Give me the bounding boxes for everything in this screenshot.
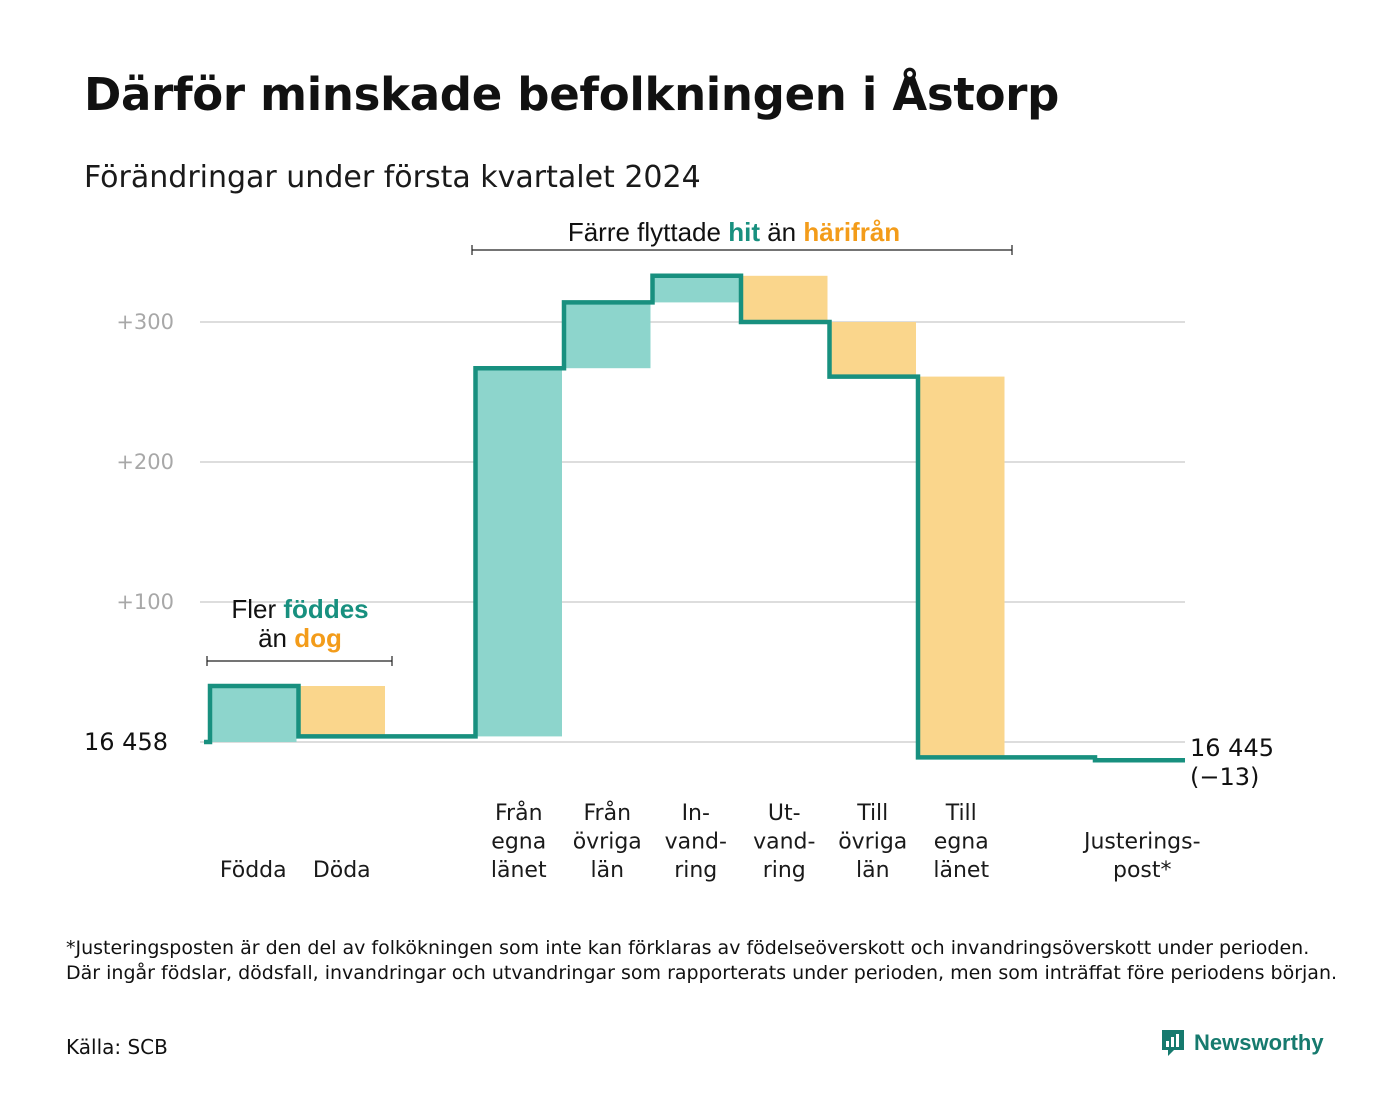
births-bracket xyxy=(206,656,393,666)
migration-annot-part1: Färre flyttade xyxy=(568,217,721,247)
footnote: *Justeringsposten är den del av folkökni… xyxy=(66,937,1338,984)
births-annot-part2: föddes xyxy=(283,594,368,624)
line-layer xyxy=(204,273,1185,763)
migration-bracket xyxy=(471,245,1013,255)
category-label: Döda xyxy=(313,858,371,883)
y-tick-label: +100 xyxy=(116,590,174,614)
end-change-label: (−13) xyxy=(1190,763,1259,791)
newsworthy-icon xyxy=(1162,1030,1184,1056)
chart-title: Därför minskade befolkningen i Åstorp xyxy=(84,68,1060,121)
bars-layer xyxy=(210,275,1005,758)
category-label: Till egna länet xyxy=(933,801,989,883)
cumulative-step-line xyxy=(204,273,1185,763)
category-label: Till övriga län xyxy=(838,801,907,883)
category-label: Födda xyxy=(220,858,287,883)
y-tick-label: +200 xyxy=(116,450,174,474)
births-annotation-line1: Fler föddes xyxy=(231,594,368,624)
migration-annot-part3: än xyxy=(767,217,796,247)
migration-annot-part2: hit xyxy=(728,217,760,247)
waterfall-bar xyxy=(298,686,385,737)
chart-subtitle: Förändringar under första kvartalet 2024 xyxy=(84,160,701,195)
migration-annot-part4: härifrån xyxy=(803,217,900,247)
waterfall-bar xyxy=(652,275,739,303)
waterfall-bar xyxy=(475,368,562,737)
y-tick-label: +300 xyxy=(116,310,174,334)
category-label: Justerings-post* xyxy=(1082,830,1201,884)
grid-layer: +100 +200 +300 xyxy=(116,310,1185,743)
brand-name: Newsworthy xyxy=(1194,1030,1324,1055)
category-label: Ut-vand-ring xyxy=(753,801,815,883)
births-annot-part4: dog xyxy=(294,623,342,653)
waterfall-bar xyxy=(829,322,916,377)
end-value-label: 16 445 xyxy=(1190,734,1274,762)
births-annotation-line2: än dog xyxy=(258,623,342,653)
births-annot-part3: än xyxy=(258,623,287,653)
category-label: In-vand-ring xyxy=(665,801,727,883)
newsworthy-logo: Newsworthy xyxy=(1160,1028,1324,1058)
labels-layer: Födda Döda Från egna länet Från övriga län In-va… xyxy=(220,800,1201,883)
waterfall-bar xyxy=(741,275,828,322)
source-label: Källa: SCB xyxy=(66,1035,168,1059)
category-label: Från egna länet xyxy=(491,800,547,883)
waterfall-bar xyxy=(564,302,651,369)
category-label: Från övriga län xyxy=(573,800,642,883)
waterfall-bar xyxy=(918,376,1005,758)
start-value-label: 16 458 xyxy=(84,728,168,756)
births-annot-part1: Fler xyxy=(231,594,276,624)
waterfall-bar xyxy=(210,686,297,742)
migration-annotation: Färre flyttade hit än härifrån xyxy=(568,217,900,247)
